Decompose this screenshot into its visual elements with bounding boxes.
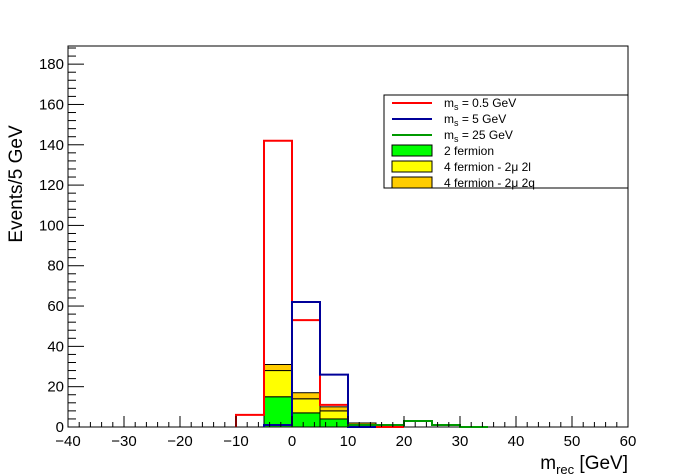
signal-line-1 — [263, 301, 376, 428]
y-tick-label-2: 40 — [47, 338, 64, 355]
x-tick-label-1: −30 — [111, 433, 136, 450]
y-tick-label-1: 20 — [47, 379, 64, 396]
bar-bg1-bin8 — [291, 398, 321, 414]
axes-layer: −40 −30 −20 −10 0 10 20 30 40 50 60 0 20 40 60 80 100 120… — [39, 47, 637, 450]
x-tick-label-6: 20 — [396, 433, 413, 450]
x-tick-label-10: 60 — [620, 433, 637, 450]
legend-label-0: ms = 0.5 GeV — [444, 96, 516, 112]
x-tick-label-2: −20 — [167, 433, 192, 450]
bar-bg2-bin9 — [319, 406, 349, 412]
y-tick-label-9: 180 — [39, 56, 64, 73]
x-tick-label-3: −10 — [223, 433, 248, 450]
legend-label-5: 4 fermion - 2μ 2q — [444, 176, 535, 190]
y-tick-label-6: 120 — [39, 177, 64, 194]
legend-label-4: 4 fermion - 2μ 2l — [444, 160, 531, 174]
legend-swatch-3 — [391, 144, 433, 157]
bar-bg0-bin8 — [291, 412, 321, 428]
x-tick-label-4: 0 — [288, 433, 296, 450]
signal-line-2 — [347, 419, 488, 428]
x-tick-label-7: 30 — [452, 433, 469, 450]
x-tick-label-8: 40 — [508, 433, 525, 450]
y-axis-label: Events/5 GeV — [6, 125, 27, 243]
legend-swatch-4 — [391, 160, 433, 173]
bar-bg0-bin9 — [319, 418, 349, 428]
legend-label-3: 2 fermion — [444, 144, 494, 158]
signals-layer — [235, 139, 488, 428]
y-tick-label-4: 80 — [47, 258, 64, 275]
x-axis-label-sub: rec — [556, 462, 575, 474]
bar-bg2-bin7 — [263, 364, 293, 372]
y-tick-label-3: 60 — [47, 298, 64, 315]
signal-line-0 — [235, 139, 404, 428]
bar-bg0-bin7 — [263, 396, 293, 428]
x-tick-label-5: 10 — [340, 433, 357, 450]
y-tick-label-8: 160 — [39, 96, 64, 113]
x-tick-label-9: 50 — [564, 433, 581, 450]
legend-label-2: ms = 25 GeV — [444, 128, 513, 144]
x-axis-label: mrec [GeV] — [540, 453, 628, 474]
x-tick-label-0: −40 — [55, 433, 80, 450]
y-tick-label-0: 0 — [56, 419, 64, 436]
bar-bg1-bin7 — [263, 370, 293, 398]
y-tick-label-7: 140 — [39, 137, 64, 154]
legend-swatch-5 — [391, 176, 433, 189]
bar-bg2-bin8 — [291, 392, 321, 400]
legend-label-1: ms = 5 GeV — [444, 112, 506, 128]
y-tick-label-5: 100 — [39, 217, 64, 234]
bar-bg1-bin9 — [319, 410, 349, 420]
x-axis-label-unit: [GeV] — [574, 453, 628, 474]
x-axis-label-main: m — [540, 453, 556, 474]
